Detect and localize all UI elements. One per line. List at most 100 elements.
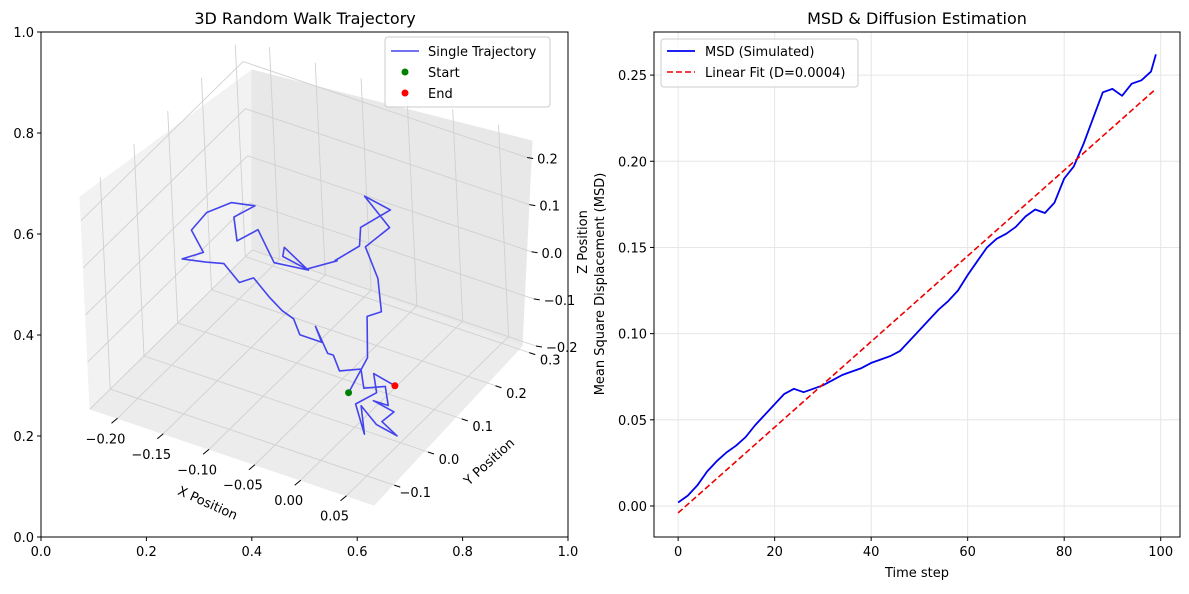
legend-end-label: End <box>428 87 453 102</box>
right-legend-box <box>660 38 859 88</box>
left-chart-title: 3D Random Walk Trajectory <box>194 9 415 28</box>
msd-y-tick-label: 0.25 <box>618 69 647 84</box>
right-axes-box <box>653 31 1181 538</box>
trajectory-line <box>181 195 398 437</box>
legend-start-label: Start <box>428 66 460 81</box>
y3d-tick-label: 0.0 <box>439 453 460 468</box>
floor-grid-y <box>177 322 462 420</box>
x3d-tick <box>111 417 118 424</box>
floor-grid-x <box>162 274 326 435</box>
msd-y-tick-label: 0.00 <box>618 500 647 515</box>
frame-x-tick-label: 0.6 <box>347 545 368 560</box>
z3d-tick-label: 0.1 <box>539 200 560 215</box>
msd-x-axis-label: Time step <box>884 566 949 581</box>
3d-axis-ticks: −0.20 −0.15 −0.10 −0.05 0.00 0.05 −0.1 0.0 0.1 0.… <box>86 153 578 525</box>
x3d-tick-label: 0.05 <box>320 510 349 525</box>
x3d-tick-label: −0.20 <box>86 432 126 447</box>
z3d-tick-label: 0.0 <box>542 247 563 262</box>
msd-chart: MSD & Diffusion Estimation 0 20 40 60 80 1000… <box>593 9 1181 581</box>
end-marker <box>391 382 399 390</box>
side-grid-z <box>83 108 246 268</box>
right-legend: MSD (Simulated) Linear Fit (D=0.0004) <box>660 38 859 88</box>
x3d-tick-label: 0.00 <box>274 494 303 509</box>
floor-grid-y <box>211 289 496 387</box>
frame-x-tick-label: 0.2 <box>136 545 157 560</box>
frame-y-tick-label: 0.8 <box>13 127 34 142</box>
left-legend: Single Trajectory Start End <box>384 36 551 108</box>
msd-x-tick-label: 100 <box>1148 545 1173 560</box>
side-grid-z <box>89 249 253 410</box>
floor-grid-y <box>143 355 429 453</box>
msd-x-tick-label: 40 <box>863 545 880 560</box>
x3d-tick-label: −0.10 <box>177 463 217 478</box>
msd-grid <box>654 32 1180 537</box>
start-marker <box>345 389 353 397</box>
back-grid-x <box>498 124 509 337</box>
y3d-tick-label: 0.1 <box>472 420 493 435</box>
frame-y-tick-label: 0.4 <box>13 329 34 344</box>
side-grid-y <box>99 177 111 390</box>
frame-x-tick-label: 1.0 <box>558 545 579 560</box>
side-grid-y <box>234 44 246 257</box>
y3d-tick <box>461 418 468 422</box>
msd-x-tick-label: 0 <box>674 545 682 560</box>
x3d-tick-label: −0.05 <box>223 479 263 494</box>
frame-x-tick-label: 0.8 <box>452 545 473 560</box>
random-walk-3d-chart: 3D Random Walk Trajectory 0.0 0.2 0.4 0.6 0.… <box>13 9 591 560</box>
floor-grid-y <box>245 256 530 354</box>
back-grid-z <box>242 61 528 158</box>
floor-grid-x <box>300 320 464 481</box>
y3d-tick <box>529 352 536 356</box>
frame-y-tick-label: 0.2 <box>13 430 34 445</box>
floor-grid-x <box>117 258 280 419</box>
left-outer-axes <box>40 31 569 538</box>
back-grid-x <box>406 93 418 306</box>
y3d-tick <box>495 385 502 389</box>
floor-grid-x <box>208 289 372 450</box>
x3d-tick <box>340 495 347 502</box>
trajectory-layer <box>181 195 399 437</box>
msd-simulated-line <box>677 54 1157 504</box>
x3d-tick <box>202 448 210 455</box>
msd-y-tick-label: 0.05 <box>618 414 647 429</box>
z3d-tick <box>527 157 534 160</box>
frame-y-tick-label: 1.0 <box>13 26 34 41</box>
x3d-tick <box>294 479 302 486</box>
floor-grid-x <box>254 305 418 466</box>
back-grid-x <box>314 62 326 275</box>
y3d-tick <box>427 451 435 455</box>
legend-trajectory-label: Single Trajectory <box>428 45 537 60</box>
msd-y-tick-label: 0.10 <box>618 328 647 343</box>
floor-grid-y <box>110 388 395 486</box>
frame-y-tick-label: 0.0 <box>13 531 34 546</box>
legend-end-swatch <box>401 89 409 97</box>
z3d-tick <box>529 204 536 207</box>
side-grid-z <box>80 61 244 221</box>
left-legend-box <box>384 36 551 108</box>
back-grid-z <box>245 108 530 206</box>
side-grid-y <box>167 110 179 323</box>
z3d-tick-label: −0.1 <box>544 294 576 309</box>
back-grid-x <box>269 47 280 260</box>
z3d-tick <box>533 298 540 301</box>
msd-x-tick-label: 80 <box>1056 545 1073 560</box>
z3d-tick-label: 0.2 <box>537 153 558 168</box>
y3d-tick-label: 0.2 <box>506 387 527 402</box>
back-grid-z <box>249 202 534 300</box>
x3d-tick <box>248 464 256 471</box>
left-outer-ticks: 0.0 0.2 0.4 0.6 0.8 1.0 0.0 0.2 0.4 0.6 0.8 1.0 <box>13 26 578 560</box>
frame-y-tick-label: 0.6 <box>13 228 34 243</box>
z3d-tick-label: −0.2 <box>546 341 578 356</box>
left-axes-box <box>40 31 569 538</box>
legend-fit-label: Linear Fit (D=0.0004) <box>705 66 845 81</box>
side-grid-z <box>85 155 248 316</box>
msd-y-tick-label: 0.15 <box>618 241 647 256</box>
frame-x-tick-label: 0.4 <box>241 545 262 560</box>
legend-start-swatch <box>401 68 409 76</box>
back-grid-z <box>247 155 532 253</box>
msd-x-tick-label: 20 <box>766 545 783 560</box>
linear-fit-line <box>677 88 1157 514</box>
z3d-tick <box>535 345 543 348</box>
back-grid-x <box>452 109 464 322</box>
